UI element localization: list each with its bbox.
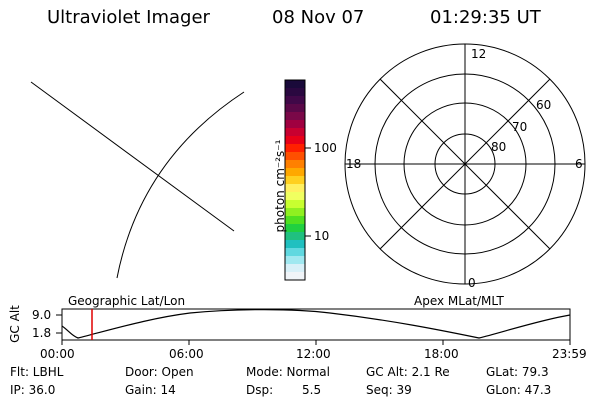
info-flt: Flt: LBHL [10,365,64,379]
timeline-xtick-label-0000: 00:00 [40,347,75,361]
colorbar-cell [285,112,305,121]
info-gain: Gain: 14 [125,383,176,397]
colorbar-cell [285,120,305,129]
info-ip: IP: 36.0 [10,383,56,397]
info-door: Door: Open [125,365,194,379]
colorbar-label-10: 10 [314,229,330,243]
polar-label-0: 0 [468,276,476,290]
polar-ring-label-70: 70 [512,120,528,134]
colorbar-cell [285,152,305,161]
polar-label-6: 6 [575,157,583,171]
header-time: 01:29:35 UT [430,7,541,28]
colorbar-cell [285,208,305,217]
header-date: 08 Nov 07 [272,7,365,28]
colorbar-cell [285,104,305,113]
timeline-ytick-label-1-8: 1.8 [32,326,52,340]
timeline-yaxis-label: GC Alt [8,305,22,343]
colorbar-cell [285,248,305,257]
info-seq: Seq: 39 [366,383,412,397]
colorbar-cell [285,216,305,225]
colorbar-cell [285,184,305,193]
colorbar-cell [285,240,305,249]
colorbar-frame [284,79,306,281]
info-mode: Mode: Normal [246,365,330,379]
colorbar-cell [285,272,305,281]
polar-axis-diag-2 [379,78,551,250]
timeline-left-caption: Geographic Lat/Lon [68,294,186,308]
colorbar-cell [285,256,305,265]
colorbar-cell [285,264,305,273]
timeline-xtick-label-0600: 06:00 [169,347,204,361]
colorbar-cell [285,192,305,201]
timeline-ytick-label-9: 9.0 [32,308,52,322]
timeline-frame [61,308,571,341]
polar-label-12: 12 [471,47,487,61]
colorbar-unit-label: photon cm⁻²s⁻¹ [273,139,287,233]
polar-ring-label-60: 60 [536,98,552,112]
colorbar-cell [285,176,305,185]
polar-plot [344,43,586,285]
info-glon: GLon: 47.3 [486,383,552,397]
colorbar-cell [285,96,305,105]
colorbar-cell [285,232,305,241]
timeline-xtick-label-2359: 23:59 [552,347,587,361]
polar-label-18: 18 [346,157,362,171]
colorbar-cell [285,168,305,177]
colorbar-cell [285,200,305,209]
altitude-curve [61,309,571,339]
colorbar-cell [285,224,305,233]
colorbar-cell [285,88,305,97]
colorbar [284,79,311,281]
header-title: Ultraviolet Imager [47,7,210,28]
colorbar-cells [285,80,305,281]
timeline-panel [56,308,571,345]
geo-grid-line-diagonal [30,81,235,232]
info-dsp-value: 5.5 [302,383,322,397]
colorbar-cell [285,80,305,89]
colorbar-cell [285,128,305,137]
colorbar-cell [285,136,305,145]
colorbar-cell [285,144,305,153]
info-glat: GLat: 79.3 [486,365,549,379]
colorbar-label-100: 100 [314,141,337,155]
polar-ring-label-80: 80 [491,140,507,154]
timeline-xtick-label-1800: 18:00 [424,347,459,361]
geo-grid-line-curve [116,91,245,279]
info-gc-alt: GC Alt: 2.1 Re [366,365,450,379]
timeline-right-caption: Apex MLat/MLT [414,294,504,308]
info-dsp: Dsp: [246,383,274,397]
colorbar-cell [285,160,305,169]
timeline-xtick-label-1200: 12:00 [296,347,331,361]
